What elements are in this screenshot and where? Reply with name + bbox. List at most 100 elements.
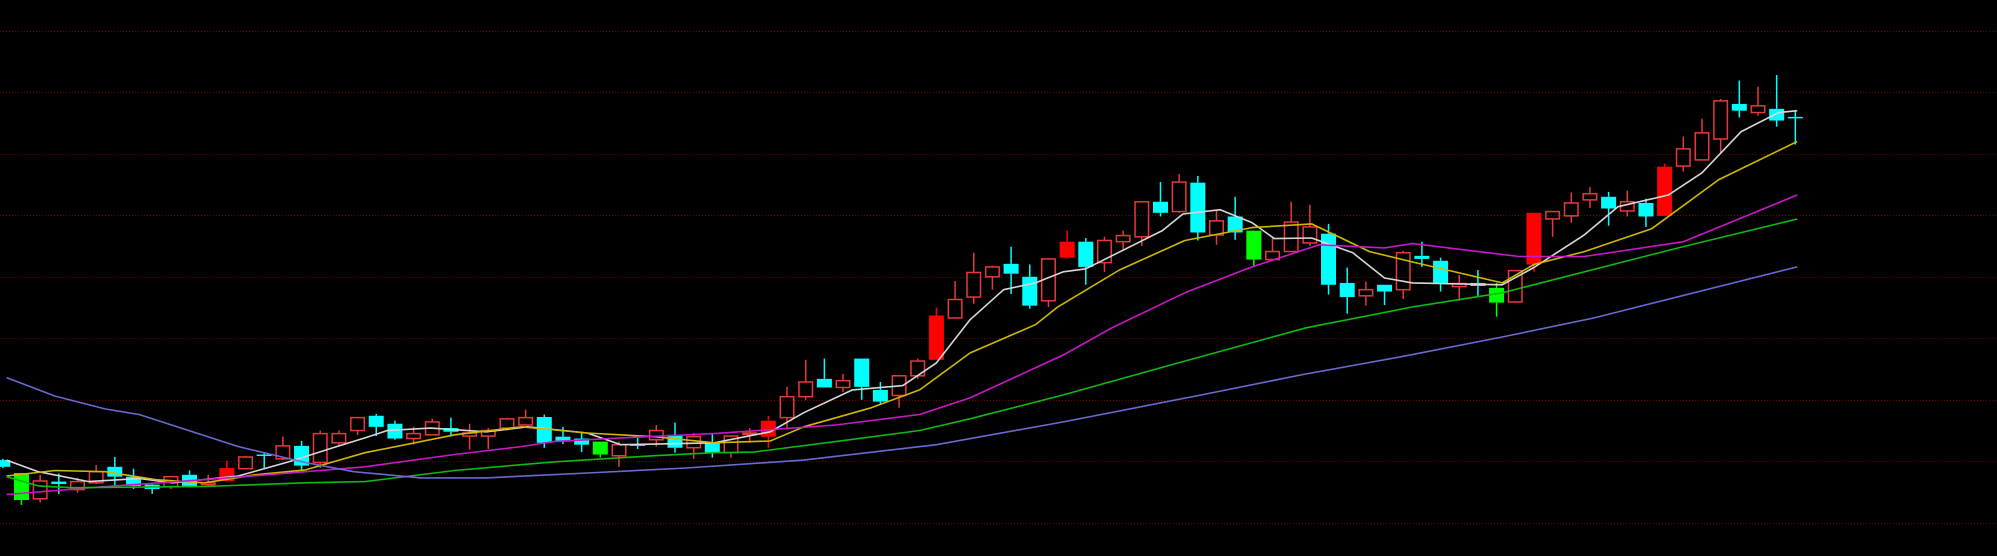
candle xyxy=(1731,80,1747,118)
candle xyxy=(1750,86,1766,116)
candle xyxy=(835,373,851,392)
candle xyxy=(928,307,944,360)
candle-body xyxy=(275,445,291,460)
candle xyxy=(275,436,291,461)
candle-body xyxy=(1545,210,1561,220)
candle-body xyxy=(331,432,347,444)
candle xyxy=(518,409,534,426)
candle-body xyxy=(1563,202,1579,217)
candle-body xyxy=(1115,234,1131,243)
moving-average-line xyxy=(6,266,1798,479)
candle-body xyxy=(1003,263,1019,274)
candle-body xyxy=(1246,230,1262,260)
candle-body xyxy=(1787,116,1803,119)
candle-body xyxy=(648,429,664,441)
candle-body xyxy=(387,423,403,439)
candle xyxy=(816,358,832,388)
candle xyxy=(648,424,664,447)
candle-body xyxy=(1059,241,1075,258)
candle xyxy=(238,455,254,470)
candle-body xyxy=(1321,233,1337,285)
candle-body xyxy=(1675,148,1691,167)
candle xyxy=(387,420,403,440)
candle-body xyxy=(13,472,29,501)
candle-body xyxy=(1731,103,1747,111)
candle xyxy=(1433,257,1449,292)
candle xyxy=(1377,284,1393,306)
candle xyxy=(592,441,608,458)
candle-body xyxy=(256,454,272,457)
candle-body xyxy=(1769,108,1785,121)
candle-body xyxy=(1358,288,1374,297)
candle xyxy=(1713,99,1729,153)
candle xyxy=(1078,238,1094,285)
candle-body xyxy=(1507,269,1523,303)
candle-body xyxy=(928,315,944,360)
candle-body xyxy=(518,416,534,426)
candle xyxy=(1563,192,1579,223)
candle-body xyxy=(592,441,608,455)
candle-body xyxy=(1638,202,1654,217)
candle xyxy=(1190,175,1206,241)
moving-average-lines xyxy=(6,109,1798,496)
candle-body xyxy=(816,378,832,388)
candle-body xyxy=(1713,100,1729,140)
candle xyxy=(32,474,48,503)
candle-body xyxy=(536,417,552,443)
candle xyxy=(1601,191,1617,226)
candle-body xyxy=(1489,287,1505,303)
candle xyxy=(1787,110,1803,145)
candle-body xyxy=(854,358,870,387)
candle xyxy=(312,430,328,469)
moving-average-line xyxy=(6,140,1798,484)
candle xyxy=(1283,201,1299,253)
candle-body xyxy=(1657,166,1673,216)
candle-body xyxy=(947,298,963,319)
moving-average-line xyxy=(6,194,1798,496)
candle-body xyxy=(835,379,851,389)
candle-body xyxy=(1022,276,1038,306)
moving-average-line xyxy=(6,218,1798,489)
candle-body xyxy=(1526,212,1542,265)
candle-body xyxy=(1096,239,1112,264)
candle-body xyxy=(126,476,142,486)
candle xyxy=(350,416,366,435)
candle xyxy=(0,458,11,469)
candle-body xyxy=(1414,255,1430,259)
candle-body xyxy=(0,460,11,467)
candle xyxy=(1545,210,1561,237)
candle-body xyxy=(1302,226,1318,244)
candle-body xyxy=(1134,200,1150,238)
candle xyxy=(984,265,1000,290)
candle xyxy=(1339,267,1355,314)
candle xyxy=(1059,230,1075,259)
candle-body xyxy=(312,432,328,464)
candle-body xyxy=(107,466,123,477)
candle-body xyxy=(69,480,85,491)
candle xyxy=(1115,230,1131,251)
candle-body xyxy=(1750,105,1766,114)
candle-body xyxy=(667,434,683,448)
candle-body xyxy=(51,481,67,485)
candle-body xyxy=(872,389,888,402)
candle xyxy=(555,426,571,445)
candle-body xyxy=(406,432,422,440)
candle-body xyxy=(1582,192,1598,201)
candle xyxy=(1395,250,1411,299)
candle xyxy=(798,359,814,400)
candle-body xyxy=(32,480,48,500)
candle-body xyxy=(1171,181,1187,213)
candle-body xyxy=(350,416,366,432)
candle xyxy=(1675,136,1691,172)
candle xyxy=(1003,246,1019,294)
candle-body xyxy=(891,375,907,397)
candle-body xyxy=(704,442,720,453)
candle-body xyxy=(1152,201,1168,213)
candle-body xyxy=(555,436,571,442)
candle-body xyxy=(1395,252,1411,291)
candle xyxy=(1096,236,1112,272)
candle xyxy=(947,281,963,319)
candle-body xyxy=(1078,241,1094,267)
